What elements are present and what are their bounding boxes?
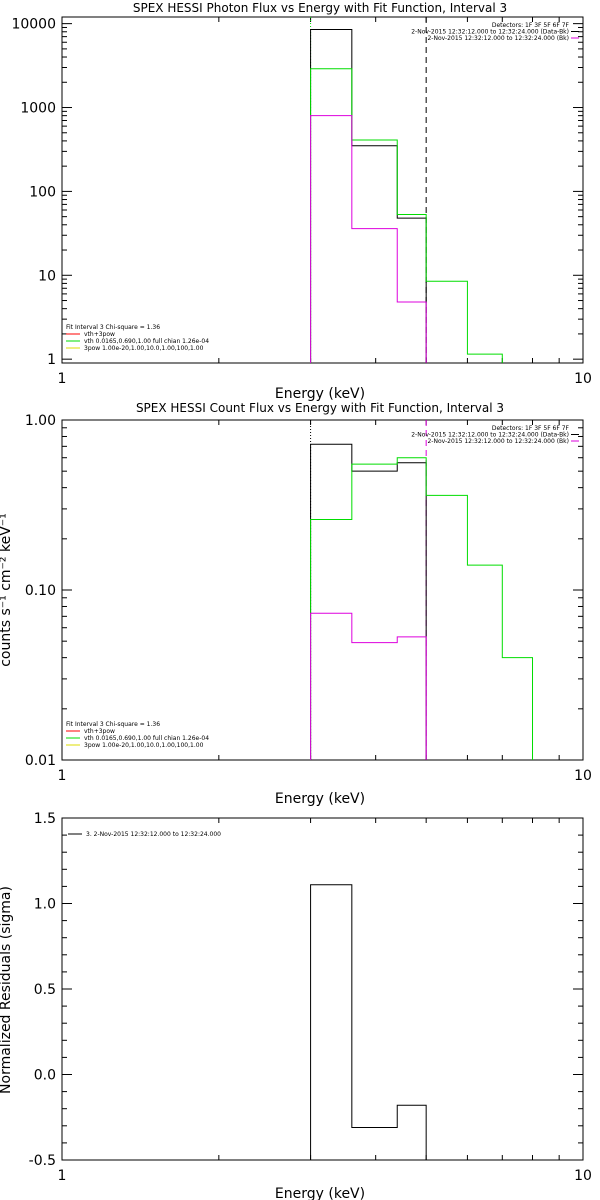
series-model-step (310, 457, 534, 760)
count-flux-title: SPEX HESSI Count Flux vs Energy with Fit… (136, 401, 504, 415)
x-tick-label: 1 (58, 371, 67, 387)
x-tick-label: 10 (574, 371, 592, 387)
y-tick-label: -0.5 (29, 1153, 56, 1169)
plot-frame (61, 16, 584, 364)
bottom-legend-entry: 3pow 1.00e-20,1.00,10.0,1.00,100,1.00 (84, 345, 204, 352)
y-tick-label: 100 (29, 184, 56, 200)
x-tick-label: 10 (574, 768, 592, 784)
bottom-legend-entry: Fit Interval 3 Chi-square = 1.36 (66, 324, 160, 331)
top-legend-entry: Detectors: 1F 3F 5F 6F 7F (492, 22, 570, 29)
photon-flux-xlabel: Energy (keV) (275, 386, 365, 402)
y-tick-label: 0.01 (25, 753, 56, 769)
y-tick-label: 1000 (20, 101, 56, 117)
series-data-step (310, 29, 427, 363)
y-tick-label: 1.5 (34, 811, 56, 827)
residuals-legend-text: 3. 2-Nov-2015 12:32:12.000 to 12:32:24.0… (86, 831, 221, 838)
y-tick-label: 0.5 (34, 982, 56, 998)
photon-flux-title: SPEX HESSI Photon Flux vs Energy with Fi… (133, 1, 507, 15)
bottom-legend-entry: 3pow 1.00e-20,1.00,10.0,1.00,100,1.00 (84, 742, 204, 749)
series-bg-step (310, 115, 427, 363)
top-legend-entry: Detectors: 1F 3F 5F 6F 7F (492, 425, 570, 432)
count-flux-xlabel: Energy (keV) (275, 791, 365, 807)
bottom-legend-entry: Fit Interval 3 Chi-square = 1.36 (66, 721, 160, 728)
y-tick-label: 1.00 (25, 413, 56, 429)
series-bg-step (310, 612, 427, 760)
y-tick-label: 0.0 (34, 1068, 56, 1084)
x-tick-label: 1 (58, 768, 67, 784)
residuals-panel: Energy (keV) Normalized Residuals (sigma… (0, 811, 592, 1200)
y-tick-label: 1 (47, 352, 56, 368)
bottom-legend-entry: vth+3pow (84, 331, 115, 338)
plot-frame (61, 817, 584, 1161)
top-legend-entry: 2-Nov-2015 12:32:12.000 to 12:32:24.000 … (411, 432, 569, 439)
bottom-legend-entry: vth 0.0165,0.690,1.00 full chian 1.26e-0… (84, 735, 209, 742)
plot-frame (61, 419, 584, 761)
bottom-legend-entry: vth 0.0165,0.690,1.00 full chian 1.26e-0… (84, 338, 209, 345)
count-flux-panel: SPEX HESSI Count Flux vs Energy with Fit… (0, 401, 592, 807)
y-tick-label: 1.0 (34, 897, 56, 913)
y-tick-label: 10 (38, 268, 56, 284)
bottom-legend-entry: vth+3pow (84, 728, 115, 735)
count-flux-ylabel: counts s⁻¹ cm⁻² keV⁻¹ (0, 513, 14, 667)
series-residuals-step (310, 884, 427, 1160)
x-tick-label: 10 (574, 1168, 592, 1184)
series-model-step (310, 68, 503, 363)
top-legend-entry: 2-Nov-2015 12:32:12.000 to 12:32:24.000 … (427, 35, 569, 42)
photon-flux-panel: SPEX HESSI Photon Flux vs Energy with Fi… (11, 1, 591, 402)
residuals-ylabel: Normalized Residuals (sigma) (0, 886, 14, 1094)
residuals-xlabel: Energy (keV) (275, 1186, 365, 1200)
x-tick-label: 1 (58, 1168, 67, 1184)
top-legend-entry: 2-Nov-2015 12:32:12.000 to 12:32:24.000 … (427, 438, 569, 445)
top-legend-entry: 2-Nov-2015 12:32:12.000 to 12:32:24.000 … (411, 29, 569, 36)
series-data-step (310, 443, 427, 760)
y-tick-label: 0.10 (25, 583, 56, 599)
y-tick-label: 10000 (11, 17, 56, 33)
